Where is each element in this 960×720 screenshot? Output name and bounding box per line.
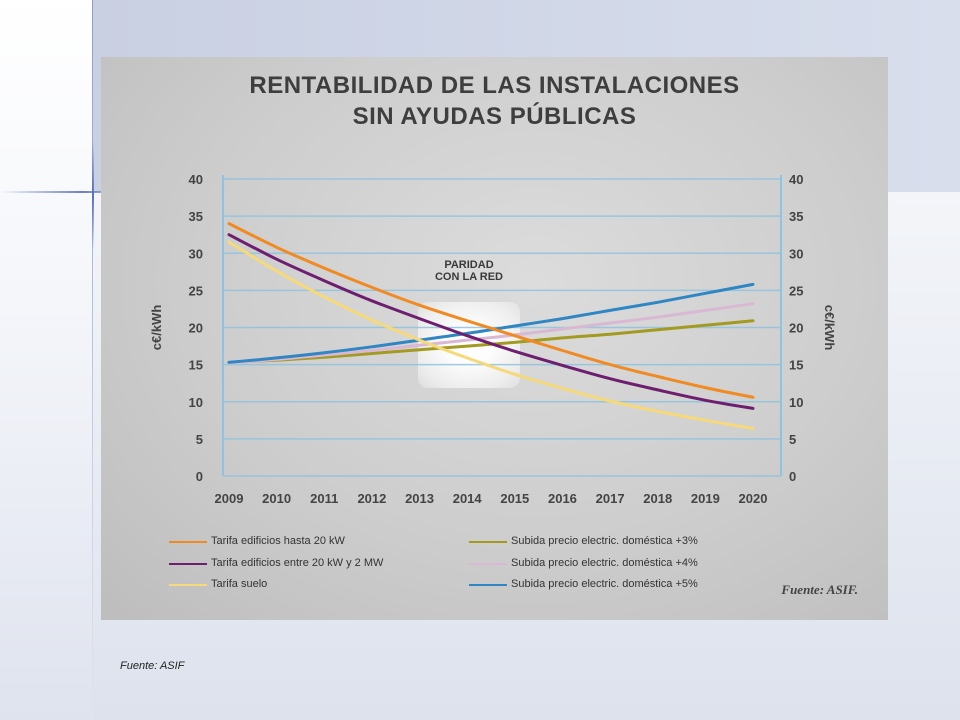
- legend-swatch: [469, 563, 507, 565]
- y-tick-label-left: 15: [189, 358, 203, 373]
- y-tick-label-left: 10: [189, 395, 203, 410]
- parity-annotation-line-1: PARIDAD: [444, 259, 494, 271]
- slide-footer-source: Fuente: ASIF: [120, 660, 185, 672]
- legend-label: Tarifa edificios entre 20 kW y 2 MW: [211, 557, 384, 569]
- series-line-5: [227, 302, 755, 365]
- y-tick-label-right: 15: [789, 358, 803, 373]
- x-tick-label: 2018: [643, 491, 672, 506]
- y-tick-label-right: 25: [789, 283, 803, 298]
- y-tick-label-left: 25: [189, 283, 203, 298]
- chart-title-line-1: RENTABILIDAD DE LAS INSTALACIONES: [249, 72, 740, 99]
- y-tick-label-left: 35: [189, 209, 203, 224]
- series-line-6: [227, 282, 755, 364]
- y-tick-label-right: 0: [789, 469, 796, 484]
- decorative-star-horizontal: [0, 191, 150, 193]
- x-tick-label: 2013: [405, 491, 434, 506]
- y-axis-title-left: c€/kWh: [149, 305, 164, 351]
- y-axis-title-right: c€/kWh: [822, 305, 837, 351]
- y-tick-label-right: 20: [789, 321, 803, 336]
- x-tick-label: 2011: [310, 491, 338, 506]
- legend-label: Subida precio electric. doméstica +4%: [511, 557, 698, 569]
- chart-panel: RENTABILIDAD DE LAS INSTALACIONES SIN AY…: [101, 57, 888, 620]
- legend-swatch: [469, 541, 507, 543]
- legend-swatch: [169, 541, 207, 543]
- x-tick-label: 2017: [596, 491, 625, 506]
- x-tick-label: 2010: [262, 491, 291, 506]
- legend-label: Subida precio electric. doméstica +3%: [511, 535, 698, 547]
- x-tick-label: 2009: [215, 491, 244, 506]
- y-tick-label-left: 20: [189, 321, 203, 336]
- decorative-star-vertical: [91, 140, 94, 250]
- parity-annotation: PARIDAD CON LA RED: [401, 259, 537, 283]
- x-tick-label: 2016: [548, 491, 577, 506]
- legend-label: Tarifa suelo: [211, 578, 268, 590]
- x-tick-label: 2015: [500, 491, 529, 506]
- x-tick-label: 2019: [691, 491, 720, 506]
- y-tick-label-left: 5: [196, 432, 203, 447]
- legend-label: Subida precio electric. doméstica +5%: [511, 578, 698, 590]
- x-tick-label: 2014: [453, 491, 483, 506]
- y-tick-label-right: 35: [789, 209, 803, 224]
- y-tick-label-right: 5: [789, 432, 796, 447]
- legend-swatch: [169, 584, 207, 586]
- series-line-3: [227, 240, 755, 430]
- y-tick-label-left: 30: [189, 246, 203, 261]
- y-tick-label-left: 40: [189, 172, 203, 187]
- y-tick-label-right: 40: [789, 172, 803, 187]
- y-tick-label-right: 10: [789, 395, 803, 410]
- parity-annotation-line-2: CON LA RED: [434, 271, 504, 283]
- legend-swatch: [169, 563, 207, 565]
- slide-vertical-rule: [92, 0, 93, 720]
- legend-label: Tarifa edificios hasta 20 kW: [211, 535, 345, 547]
- y-tick-label-left: 0: [196, 469, 203, 484]
- series-line-2: [227, 233, 755, 410]
- y-tick-label-right: 30: [789, 246, 803, 261]
- legend-swatch: [469, 584, 507, 586]
- x-tick-label: 2012: [357, 491, 386, 506]
- chart-source-note: Fuente: ASIF.: [781, 582, 858, 597]
- chart-title-line-2: SIN AYUDAS PÚBLICAS: [352, 103, 637, 130]
- x-tick-label: 2020: [739, 491, 768, 506]
- series-line-1: [227, 222, 755, 399]
